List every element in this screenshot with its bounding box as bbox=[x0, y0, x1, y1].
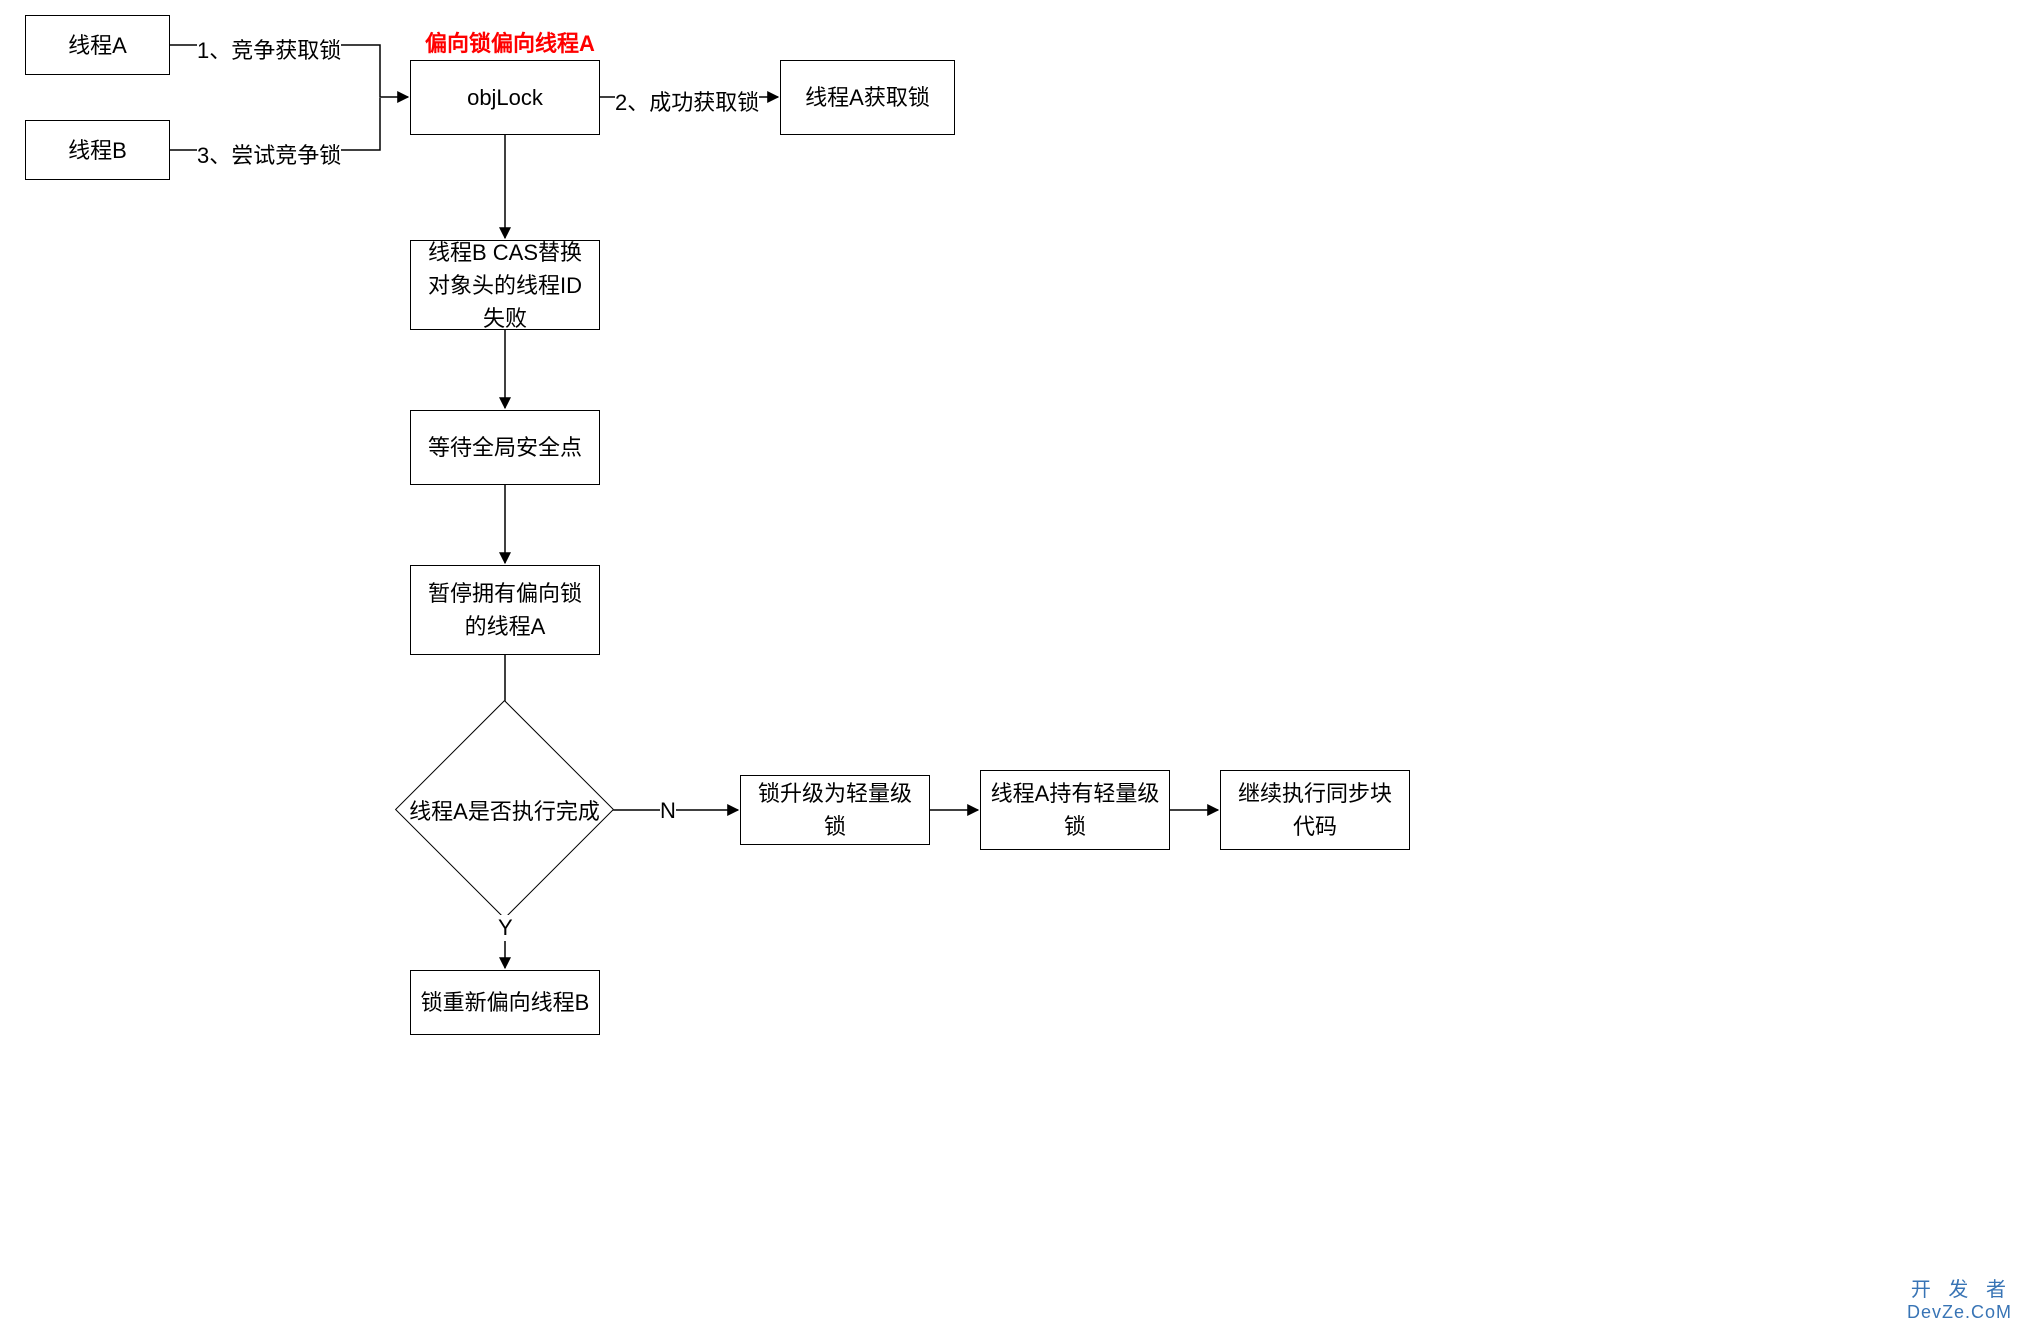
edge-label-N: N bbox=[660, 798, 676, 824]
edge-label-Y: Y bbox=[498, 915, 513, 941]
node-continue: 继续执行同步块代码 bbox=[1220, 770, 1410, 850]
node-threadA-got-lock: 线程A获取锁 bbox=[780, 60, 955, 135]
node-threadA: 线程A bbox=[25, 15, 170, 75]
watermark: 开 发 者 DevZe.CoM bbox=[1907, 1273, 2012, 1323]
node-rebiasB: 锁重新偏向线程B bbox=[410, 970, 600, 1035]
node-decision: 线程A是否执行完成 bbox=[427, 732, 582, 887]
watermark-line1: 开 发 者 bbox=[1907, 1273, 2012, 1302]
node-cas-fail: 线程B CAS替换对象头的线程ID失败 bbox=[410, 240, 600, 330]
node-objLock: objLock bbox=[410, 60, 600, 135]
node-decision-label: 线程A是否执行完成 bbox=[365, 794, 644, 826]
watermark-line2: DevZe.CoM bbox=[1907, 1302, 2012, 1323]
node-threadB: 线程B bbox=[25, 120, 170, 180]
node-upgrade: 锁升级为轻量级锁 bbox=[740, 775, 930, 845]
biased-lock-title: 偏向锁偏向线程A bbox=[425, 26, 595, 58]
node-pauseA: 暂停拥有偏向锁的线程A bbox=[410, 565, 600, 655]
node-safepoint: 等待全局安全点 bbox=[410, 410, 600, 485]
edge-label-1: 1、竞争获取锁 bbox=[197, 33, 341, 65]
edge-label-3: 3、尝试竞争锁 bbox=[197, 138, 341, 170]
node-hold-light: 线程A持有轻量级锁 bbox=[980, 770, 1170, 850]
edges-layer bbox=[0, 0, 2042, 1333]
edge-label-2: 2、成功获取锁 bbox=[615, 85, 759, 117]
